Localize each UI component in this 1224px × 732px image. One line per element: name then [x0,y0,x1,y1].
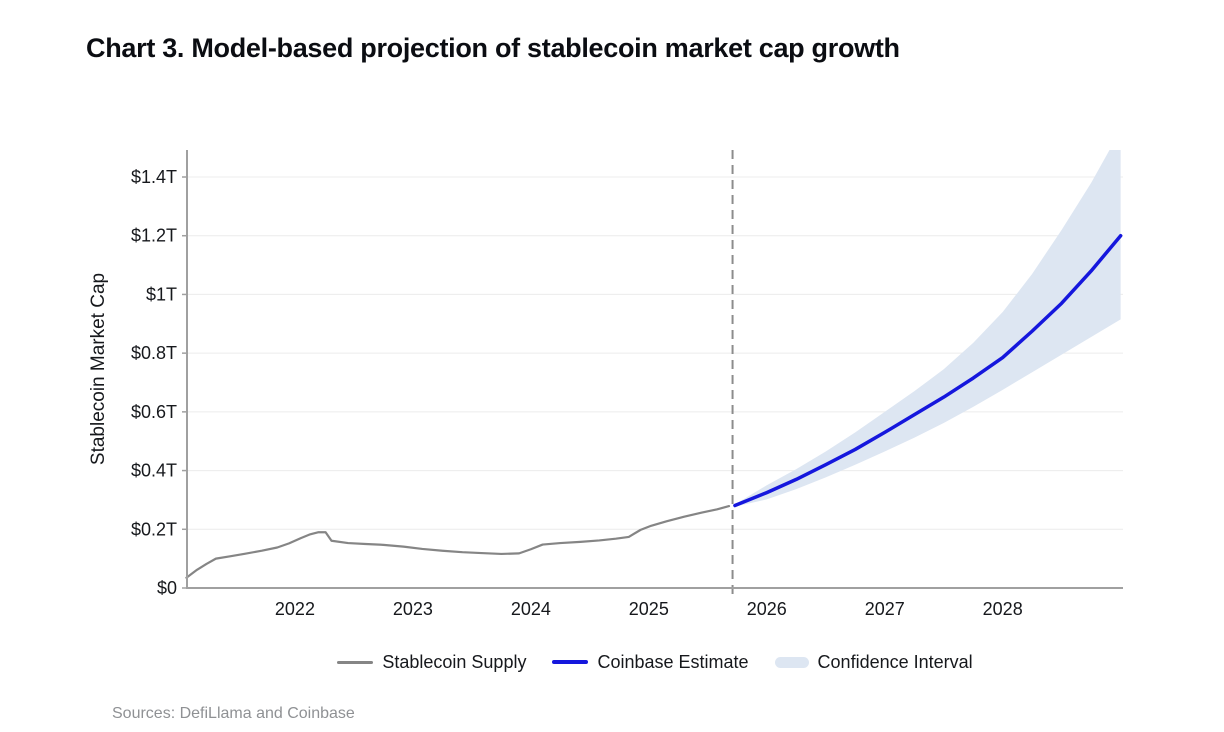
y-tick-label: $0.8T [131,343,177,363]
x-tick-label: 2023 [393,599,433,619]
legend-item-stablecoin-supply: Stablecoin Supply [337,652,526,673]
legend-label-stablecoin-supply: Stablecoin Supply [382,651,527,672]
legend-swatch-estimate-line [552,660,589,664]
x-tick-label: 2024 [511,599,551,619]
x-tick-label: 2025 [629,599,669,619]
history-line [185,504,731,579]
y-tick-label: $0 [157,578,177,598]
y-tick-label: $0.6T [131,402,177,422]
estimate-line [733,233,1123,508]
y-tick-label: $0.4T [131,461,177,481]
sources-note: Sources: DefiLlama and Coinbase [112,705,355,722]
legend-swatch-history-line [337,660,374,664]
chart-legend: Stablecoin Supply Coinbase Estimate Conf… [187,648,1123,676]
y-tick-label: $0.2T [131,519,177,539]
x-tick-label: 2027 [865,599,905,619]
x-tick-label: 2022 [275,599,315,619]
x-tick-label: 2028 [983,599,1023,619]
legend-item-confidence-interval: Confidence Interval [774,651,973,673]
confidence-band [734,150,1121,507]
legend-swatch-confidence-band [774,656,809,668]
y-tick-label: $1T [146,284,177,304]
y-axis-title: Stablecoin Market Cap [88,273,109,465]
y-tick-label: $1.2T [131,226,177,246]
legend-label-coinbase-estimate: Coinbase Estimate [597,651,749,672]
legend-label-confidence-interval: Confidence Interval [817,651,973,672]
x-tick-label: 2026 [747,599,787,619]
page-title: Chart 3. Model-based projection of stabl… [86,33,900,63]
legend-item-coinbase-estimate: Coinbase Estimate [552,651,749,673]
y-tick-label: $1.4T [131,167,177,187]
